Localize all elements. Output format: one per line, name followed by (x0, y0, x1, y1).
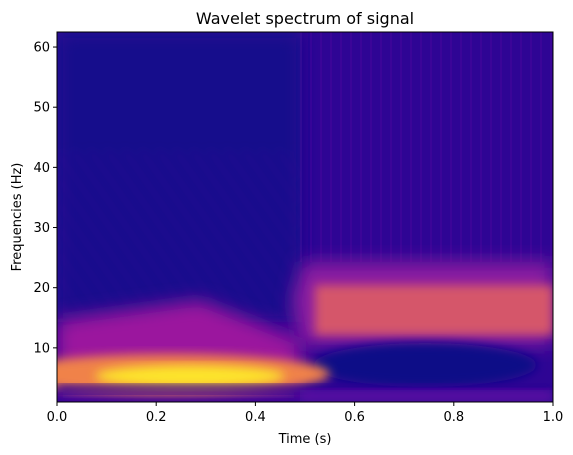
y-axis: 10 20 30 40 50 60 (33, 41, 57, 356)
y-tick-label: 20 (33, 281, 50, 296)
y-axis-label: Frequencies (Hz) (10, 163, 25, 272)
y-tick-label: 10 (33, 341, 50, 356)
x-tick-label: 0.2 (146, 410, 167, 425)
mid-frequency-band (315, 285, 553, 335)
chart-title: Wavelet spectrum of signal (196, 9, 414, 28)
x-axis: 0.0 0.2 0.4 0.6 0.8 1.0 (47, 402, 564, 425)
y-tick-label: 60 (33, 41, 50, 56)
x-tick-label: 0.8 (443, 410, 464, 425)
right-bottom-strip (300, 390, 553, 402)
x-tick-label: 0.0 (47, 410, 68, 425)
x-tick-label: 1.0 (543, 410, 564, 425)
heatmap-area (57, 32, 553, 402)
right-ripple-texture (300, 32, 553, 262)
y-tick-label: 40 (33, 161, 50, 176)
plot-frame (56, 31, 554, 403)
y-tick-label: 50 (33, 101, 50, 116)
x-axis-label: Time (s) (278, 432, 332, 447)
low-power-trough (313, 343, 537, 387)
x-tick-label: 0.6 (344, 410, 365, 425)
x-tick-label: 0.4 (245, 410, 266, 425)
bottom-dark-strip (57, 385, 553, 393)
y-tick-label: 30 (33, 221, 50, 236)
lowband-peak (95, 365, 285, 387)
